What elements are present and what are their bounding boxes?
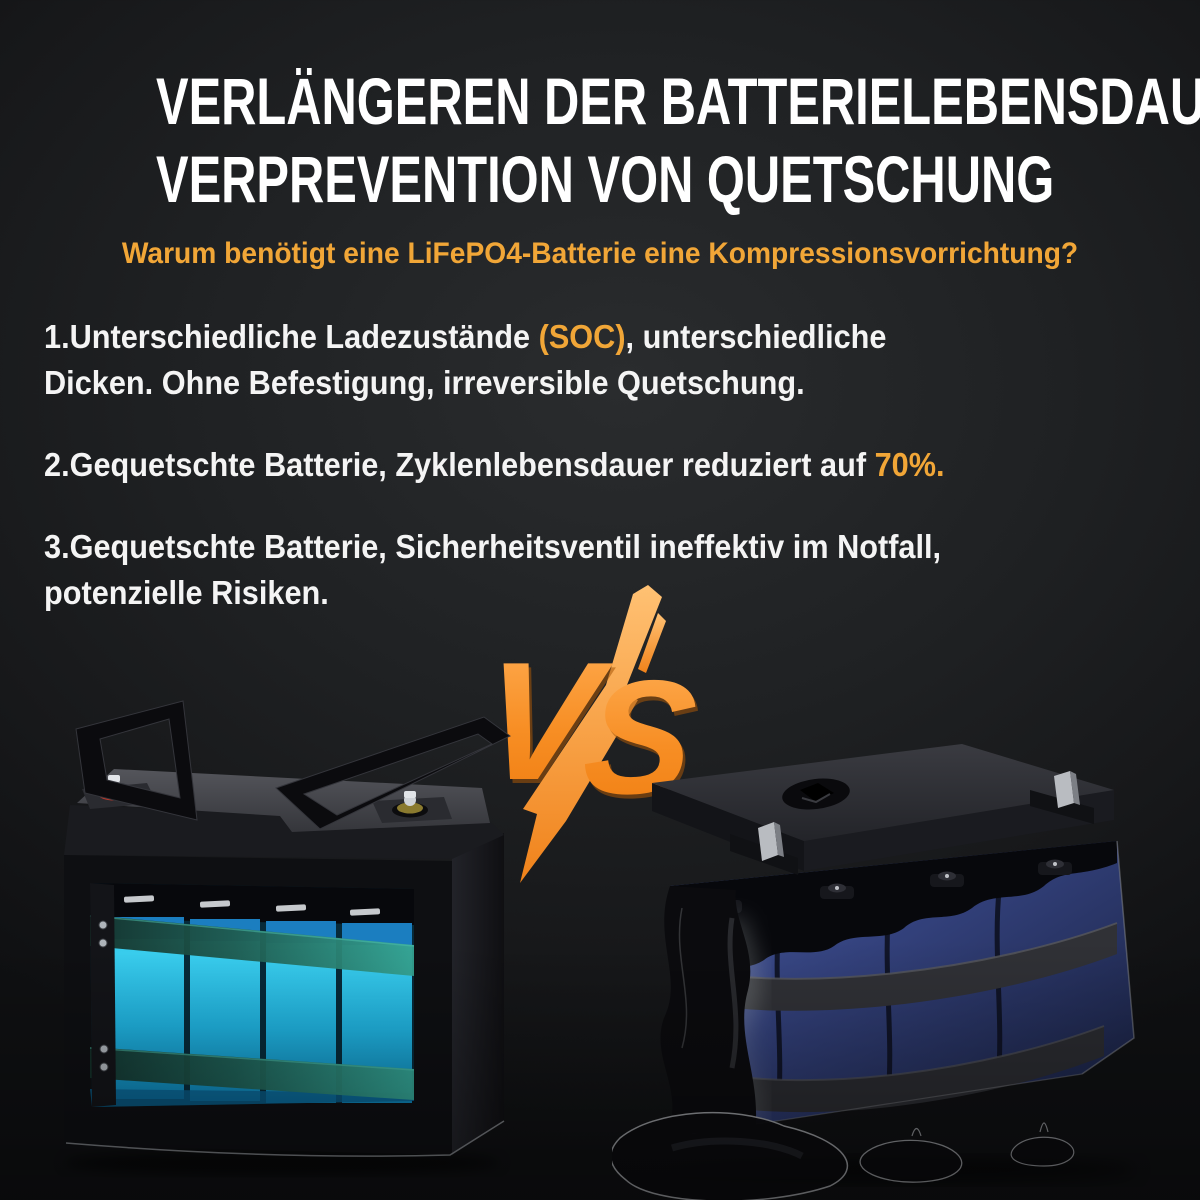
battery-lid: [652, 744, 1114, 875]
reason-1-text-after: , unterschiedliche: [625, 318, 887, 355]
metal-tab-left-icon: [730, 822, 798, 875]
page-title-line-1: VERLÄNGEREN DER BATTERIELEBENSDAUER,: [156, 64, 1200, 138]
reason-item-3: 3.Gequetschte Batterie, Sicherheitsventi…: [44, 524, 1160, 616]
healthy-battery-illustration: [52, 693, 520, 1183]
reason-3-line-1: 3.Gequetschte Batterie, Sicherheitsventi…: [44, 524, 1160, 570]
leaked-electrolyte: [612, 886, 1075, 1200]
reason-item-2: 2.Gequetschte Batterie, Zyklenlebensdaue…: [44, 442, 1160, 488]
electrolyte-puddle-1: [612, 1111, 849, 1200]
subtitle: Warum benötigt eine LiFePO4-Batterie ein…: [121, 237, 1079, 270]
battery-shadow: [64, 1151, 500, 1175]
lightning-bolt-icon: [520, 585, 666, 883]
reason-3-text: 3.Gequetschte Batterie, Sicherheitsventi…: [44, 528, 942, 565]
cell-terminals: [123, 895, 381, 916]
battery-handle-left-icon: [75, 700, 198, 821]
reason-3-line-2: potenzielle Risiken.: [44, 574, 329, 611]
reason-1-highlight: (SOC): [538, 318, 626, 355]
reason-item-1: 1.Unterschiedliche Ladezustände (SOC), u…: [44, 314, 1160, 406]
reason-1-text: 1.Unterschiedliche Ladezustände: [44, 318, 539, 355]
reasons-list: 1.Unterschiedliche Ladezustände (SOC), u…: [44, 314, 1160, 652]
compression-strap-bottom: [89, 1047, 415, 1100]
reason-2-text: 2.Gequetschte Batterie, Zyklenlebensdaue…: [44, 446, 875, 483]
page-title-line-2: VERPREVENTION VON QUETSCHUNG: [156, 142, 1055, 216]
battery-terminal-negative-icon: [392, 791, 428, 818]
page-title: VERLÄNGEREN DER BATTERIELEBENSDAUER, VER…: [156, 62, 1200, 218]
lid-handle-hole: [782, 778, 850, 810]
battery-lid: [64, 769, 504, 859]
electrolyte-puddle-2: [859, 1127, 963, 1183]
swollen-battery-illustration: [612, 738, 1164, 1200]
rail-screws: [98, 920, 109, 1072]
frame-rail: [90, 883, 116, 1107]
reason-1-line-1: 1.Unterschiedliche Ladezustände (SOC), u…: [44, 314, 1160, 360]
reason-1-line-2: Dicken. Ohne Befestigung, irreversible Q…: [44, 364, 805, 401]
reason-2-line-1: 2.Gequetschte Batterie, Zyklenlebensdaue…: [44, 442, 1160, 488]
metal-tab-right-icon: [1030, 771, 1094, 824]
reason-2-highlight: 70%.: [874, 446, 945, 483]
battery-handle-right-icon: [275, 716, 511, 830]
electrolyte-puddle-3: [1010, 1122, 1075, 1167]
compression-strap-top: [89, 915, 415, 976]
